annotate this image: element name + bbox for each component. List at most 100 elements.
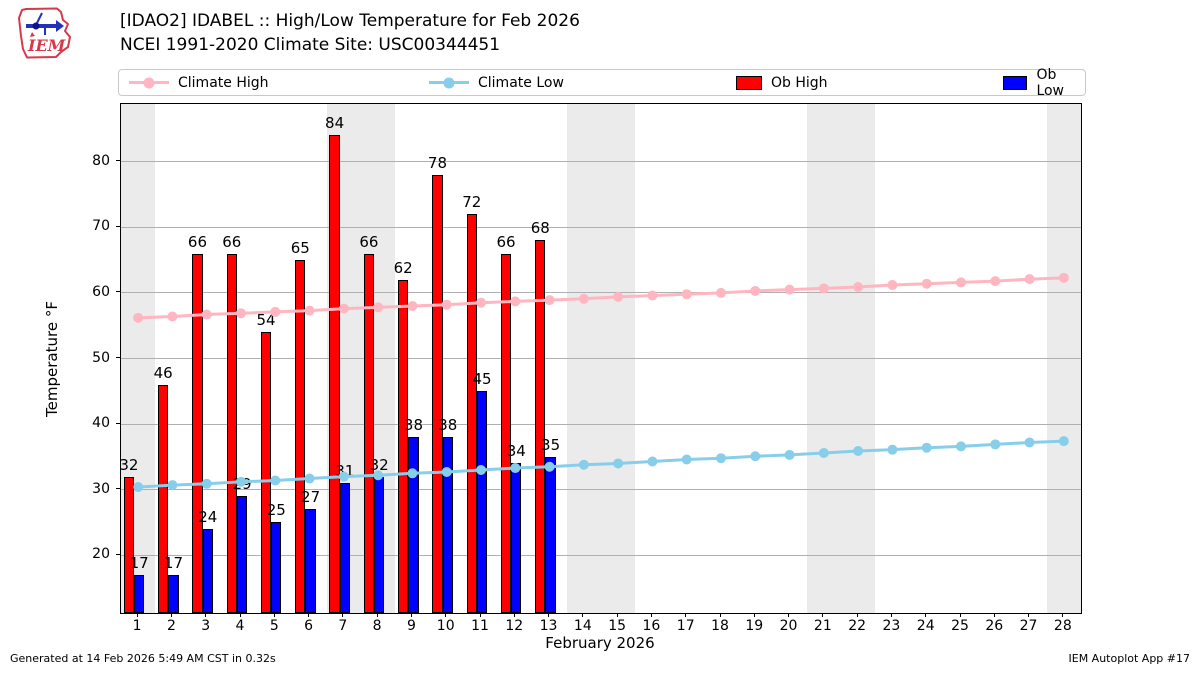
climate-low-line-marker	[750, 451, 761, 462]
legend-item-climate-high: Climate High	[129, 70, 269, 95]
ob-low-bar-value-label: 25	[266, 501, 286, 520]
x-axis-label: February 2026	[545, 634, 655, 652]
x-tick-mark	[376, 613, 378, 617]
climate-low-line-marker	[613, 458, 624, 469]
ob-high-bar-value-label: 54	[256, 311, 276, 330]
climate-high-line-marker	[681, 289, 692, 300]
iem-logo: IEM	[18, 7, 71, 59]
legend-line-sample	[129, 77, 169, 88]
ob-high-bar-value-label: 66	[359, 232, 379, 251]
climate-high-line-marker	[921, 278, 932, 289]
ob-low-bar-value-label: 45	[472, 370, 492, 389]
x-tick-label: 9	[406, 618, 416, 634]
climate-high-line-marker	[201, 309, 212, 320]
x-tick-mark	[925, 613, 927, 617]
legend: Climate High Climate Low Ob High Ob Low	[118, 67, 1086, 99]
climate-high-line-marker	[750, 285, 761, 296]
climate-high-line-marker	[167, 311, 178, 322]
climate-low-line-marker	[338, 471, 349, 482]
ob-high-bar-value-label: 84	[325, 114, 345, 133]
climate-high-line-marker	[510, 296, 521, 307]
y-tick-mark	[116, 160, 120, 162]
x-tick-label: 14	[573, 618, 592, 634]
weather-vane-icon	[26, 12, 64, 37]
y-tick-label: 20	[92, 546, 110, 563]
ob-low-bar-value-label: 34	[506, 442, 526, 461]
climate-high-line-marker	[578, 293, 589, 304]
ob-high-bar	[158, 384, 169, 613]
climate-high-line-marker	[990, 276, 1001, 287]
x-tick-mark	[513, 613, 515, 617]
climate-high-line-marker	[613, 291, 624, 302]
x-tick-label: 11	[471, 618, 489, 634]
climate-low-line-marker	[1024, 437, 1035, 448]
climate-low-line-marker	[133, 482, 144, 493]
climate-lines-layer	[133, 272, 1069, 493]
x-tick-mark	[788, 613, 790, 617]
ob-high-bar	[363, 253, 375, 613]
ob-low-bar	[168, 574, 179, 613]
ob-low-bar	[134, 574, 145, 613]
x-tick-mark	[548, 613, 550, 617]
climate-low-line-marker	[578, 459, 589, 470]
ob-low-bar-value-label: 35	[541, 435, 561, 454]
climate-low-line-marker	[270, 475, 281, 486]
x-tick-label: 7	[338, 618, 348, 634]
ob-high-bar-value-label: 62	[393, 258, 413, 277]
chart-title: [IDAO2] IDABEL :: High/Low Temperature f…	[120, 11, 580, 31]
x-tick-mark	[616, 613, 618, 617]
climate-high-line	[138, 276, 1064, 320]
climate-low-line-marker	[167, 480, 178, 491]
climate-low-line-marker	[236, 476, 246, 487]
ob-high-bar	[295, 260, 306, 613]
y-tick-label: 70	[92, 218, 110, 235]
ob-high-bar-value-label: 68	[530, 219, 550, 238]
ob-high-bar-value-label: 66	[222, 232, 242, 251]
x-tick-mark	[273, 613, 275, 617]
chart-title-block: [IDAO2] IDABEL :: High/Low Temperature f…	[120, 9, 580, 57]
climate-high-line-marker	[270, 306, 281, 317]
ob-high-bar-value-label: 66	[187, 232, 207, 251]
climate-high-line-marker	[373, 302, 384, 313]
climate-low-line-marker	[201, 478, 212, 489]
climate-high-line-marker	[647, 290, 658, 301]
x-tick-mark	[890, 613, 892, 617]
x-tick-label: 1	[132, 618, 142, 634]
x-tick-label: 13	[539, 618, 558, 634]
climate-low-line-marker	[818, 447, 829, 458]
legend-line-sample	[429, 77, 469, 88]
x-tick-label: 22	[848, 618, 867, 634]
climate-low-line-marker	[510, 463, 521, 474]
climate-high-line-marker	[818, 283, 829, 294]
x-tick-mark	[205, 613, 207, 617]
ob-high-bar	[226, 253, 237, 613]
x-tick-label: 8	[372, 618, 382, 634]
x-tick-mark	[1028, 613, 1030, 617]
x-tick-mark	[1062, 613, 1064, 617]
ob-low-bar	[236, 496, 248, 613]
ob-high-bar	[123, 476, 135, 613]
climate-high-line-marker	[1024, 274, 1035, 285]
ob-low-bar	[442, 437, 453, 613]
ob-high-bar	[329, 135, 340, 613]
climate-high-line-marker	[338, 303, 349, 314]
ob-high-bar	[260, 332, 272, 613]
legend-label: Climate Low	[478, 74, 564, 91]
x-tick-mark	[582, 613, 584, 617]
x-tick-mark	[822, 613, 824, 617]
x-tick-mark	[410, 613, 412, 617]
legend-item-climate-low: Climate Low	[429, 70, 564, 95]
y-tick-mark	[116, 488, 120, 490]
climate-low-line-marker	[1058, 436, 1069, 447]
legend-marker-dot	[443, 77, 455, 88]
x-tick-label: 28	[1053, 618, 1072, 634]
x-tick-label: 16	[642, 618, 661, 634]
x-tick-label: 5	[269, 618, 279, 634]
x-tick-mark	[136, 613, 138, 617]
ob-high-bar	[466, 214, 477, 613]
climate-low-line-marker	[716, 453, 726, 464]
x-tick-mark	[719, 613, 721, 617]
legend-label: Ob High	[771, 74, 828, 91]
x-tick-label: 26	[985, 618, 1004, 634]
